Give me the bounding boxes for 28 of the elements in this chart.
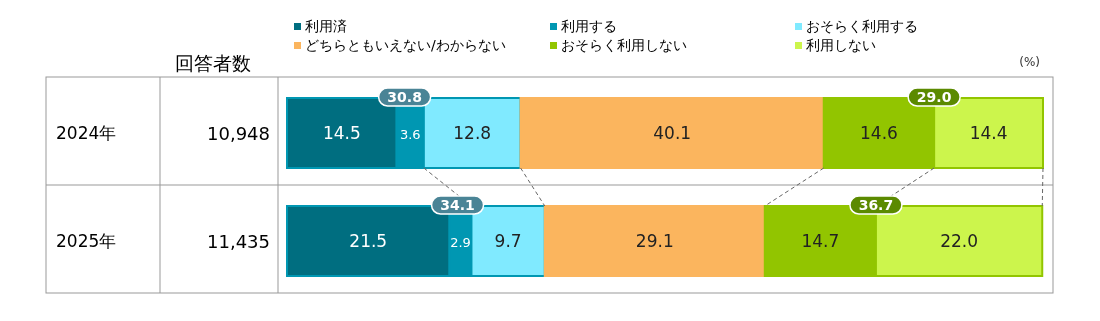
data-label: 14.4: [969, 123, 1008, 143]
text: 10,948: [207, 123, 270, 144]
legend-label: おそらく利用しない: [561, 37, 687, 53]
data-label: 14.6: [860, 123, 898, 143]
y-tick-label: 2025年: [56, 231, 117, 251]
text: 11,435: [207, 231, 270, 252]
data-label: 9.7: [494, 231, 522, 251]
legend-label: 利用済: [305, 18, 347, 34]
text: (%): [1019, 55, 1040, 69]
annotation: 29.0: [916, 89, 952, 105]
y-axis-title: 回答者数: [175, 52, 251, 74]
data-label: 29.1: [635, 231, 674, 251]
data-label: 14.5: [322, 123, 361, 143]
data-label: 21.5: [349, 231, 388, 251]
y-tick-label: 2024年: [56, 123, 117, 143]
legend-label: おそらく利用する: [806, 18, 918, 34]
data-label: 12.8: [453, 123, 492, 143]
annotation: 34.1: [440, 197, 475, 213]
data-label: 40.1: [653, 123, 692, 143]
data-label: 14.7: [801, 231, 840, 251]
data-label: 3.6: [399, 127, 421, 142]
legend-label: 利用しない: [806, 37, 876, 53]
annotation: 30.8: [387, 89, 422, 105]
annotation: 36.7: [858, 197, 894, 213]
data-label: 22.0: [940, 231, 979, 251]
data-label: 2.9: [450, 235, 471, 250]
legend-label: どちらともいえない/わからない: [305, 37, 506, 53]
legend-label: 利用する: [561, 18, 617, 34]
